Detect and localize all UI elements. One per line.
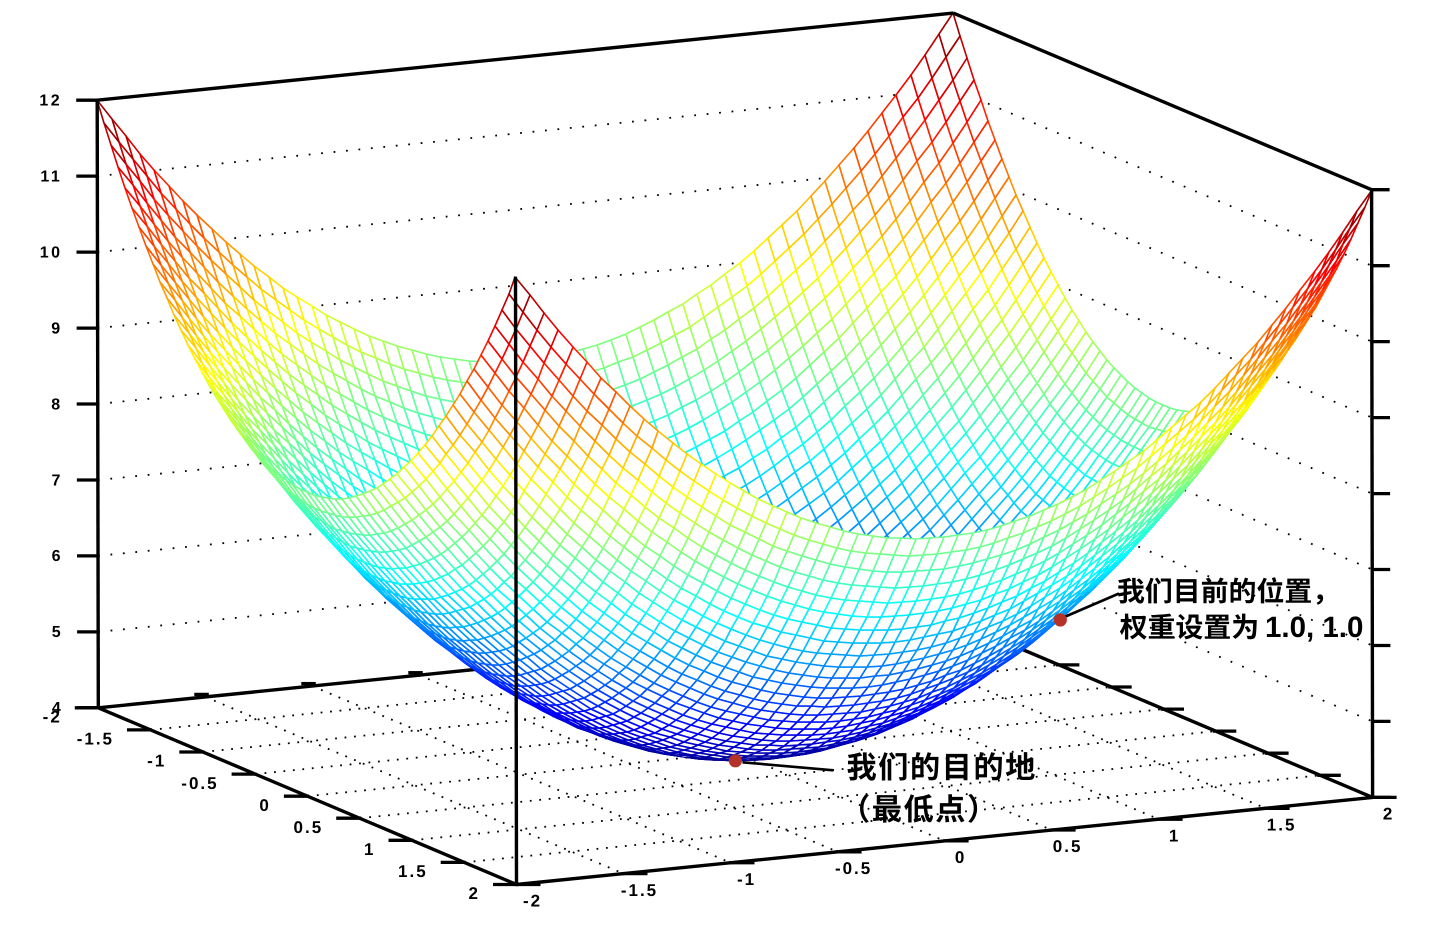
svg-text:9: 9 [51,320,62,337]
svg-text:10: 10 [40,244,63,261]
svg-text:0.5: 0.5 [294,818,324,837]
svg-text:-0.5: -0.5 [835,859,872,878]
svg-text:-1.5: -1.5 [621,881,658,900]
svg-text:11: 11 [40,168,62,185]
svg-text:4: 4 [52,700,63,717]
svg-text:8: 8 [51,396,62,413]
svg-text:1.5: 1.5 [398,862,428,881]
svg-text:1.0, 1.0: 1.0, 1.0 [1265,611,1363,644]
svg-text:0: 0 [259,796,270,815]
svg-text:1.5: 1.5 [1267,816,1297,835]
svg-text:-1.5: -1.5 [77,730,114,749]
svg-text:0: 0 [955,848,966,867]
svg-text:-1: -1 [147,752,166,771]
svg-text:5: 5 [52,624,63,641]
svg-text:12: 12 [39,93,62,110]
svg-text:-1: -1 [737,870,756,889]
svg-text:6: 6 [52,548,63,565]
svg-text:-2: -2 [43,708,62,727]
svg-text:-2: -2 [523,892,542,911]
svg-text:7: 7 [51,472,62,489]
svg-text:1: 1 [364,840,375,859]
svg-text:2: 2 [469,884,480,903]
svg-text:2: 2 [1383,805,1394,824]
svg-text:0.5: 0.5 [1053,837,1083,856]
svg-text:-0.5: -0.5 [181,774,218,793]
svg-text:1: 1 [1169,826,1180,845]
